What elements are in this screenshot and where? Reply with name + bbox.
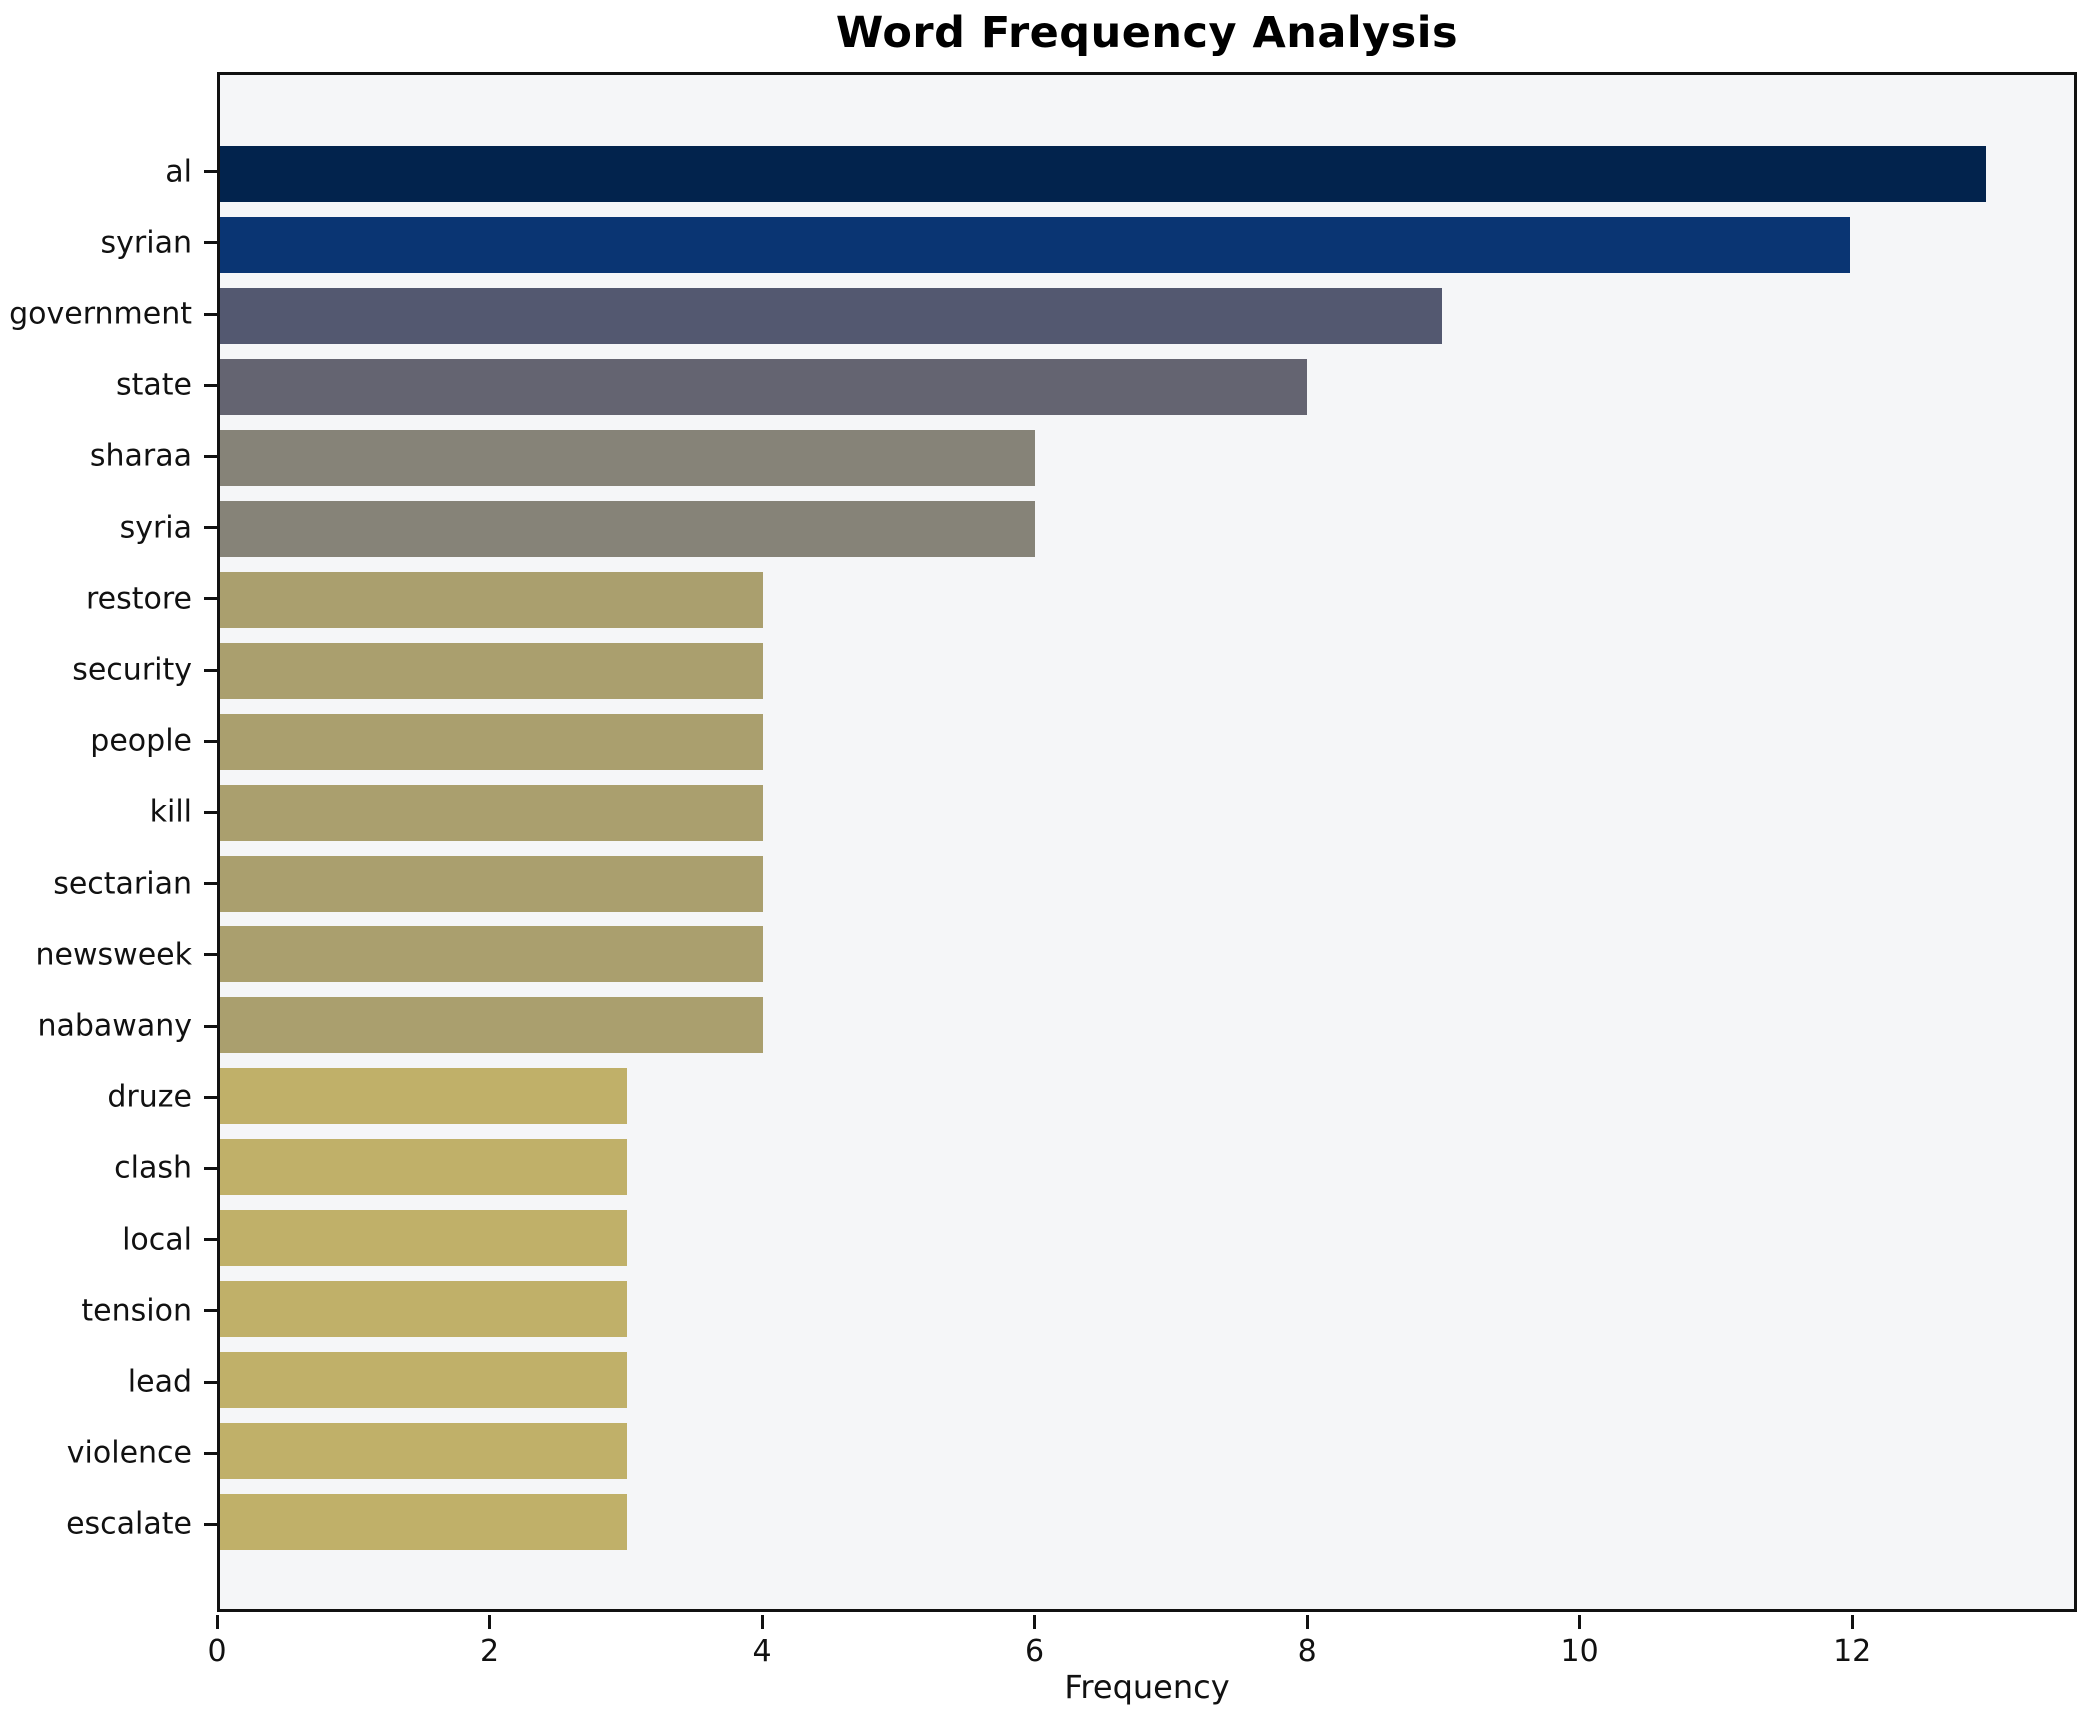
y-tick-tension <box>204 1309 217 1313</box>
y-tick-label-local: local <box>122 1222 192 1258</box>
x-tick-2 <box>488 1615 492 1629</box>
bar-restore <box>220 571 764 628</box>
x-tick-0 <box>215 1615 219 1629</box>
y-tick-label-druze: druze <box>107 1079 192 1115</box>
x-tick-8 <box>1305 1615 1309 1629</box>
bar-row-security <box>220 635 2074 706</box>
y-tick-lead <box>204 1380 217 1384</box>
bar-druze <box>220 1068 628 1125</box>
y-tick-label-nabawany: nabawany <box>37 1008 192 1044</box>
x-tick-label-2: 2 <box>479 1634 500 1669</box>
y-tick-label-al: al <box>165 154 192 190</box>
bar-newsweek <box>220 926 764 983</box>
y-tick-label-state: state <box>116 367 192 403</box>
bar-row-government <box>220 281 2074 352</box>
y-tick-sharaa <box>204 454 217 458</box>
y-tick-sectarian <box>204 882 217 886</box>
bar-syrian <box>220 217 1850 274</box>
x-tick-label-0: 0 <box>207 1634 227 1669</box>
x-tick-6 <box>1033 1615 1037 1629</box>
bar-escalate <box>220 1493 628 1550</box>
x-tick-label-12: 12 <box>1833 1634 1872 1669</box>
y-tick-druze <box>204 1095 217 1099</box>
x-tick-label-10: 10 <box>1560 1634 1599 1669</box>
bar-violence <box>220 1422 628 1479</box>
bar-row-tension <box>220 1274 2074 1345</box>
y-tick-syrian <box>204 241 217 245</box>
y-tick-people <box>204 739 217 743</box>
y-tick-label-clash: clash <box>114 1150 192 1186</box>
bar-al <box>220 146 1986 203</box>
bar-row-people <box>220 706 2074 777</box>
bar-security <box>220 642 764 699</box>
bar-nabawany <box>220 997 764 1054</box>
bar-row-clash <box>220 1132 2074 1203</box>
y-tick-label-tension: tension <box>81 1293 192 1329</box>
y-tick-newsweek <box>204 953 217 957</box>
y-tick-label-newsweek: newsweek <box>35 937 192 973</box>
x-tick-4 <box>760 1615 764 1629</box>
y-tick-local <box>204 1238 217 1242</box>
x-tick-label-4: 4 <box>752 1634 772 1669</box>
bar-row-druze <box>220 1061 2074 1132</box>
bar-row-syrian <box>220 210 2074 281</box>
y-tick-label-people: people <box>90 723 192 759</box>
y-tick-label-syria: syria <box>119 510 192 546</box>
bar-sharaa <box>220 430 1035 487</box>
y-tick-label-sharaa: sharaa <box>89 438 192 474</box>
y-tick-label-kill: kill <box>149 794 192 830</box>
bar-row-al <box>220 139 2074 210</box>
bar-row-syria <box>220 494 2074 565</box>
bar-row-state <box>220 352 2074 423</box>
bar-kill <box>220 784 764 841</box>
y-tick-label-security: security <box>72 652 192 688</box>
bar-row-kill <box>220 777 2074 848</box>
x-tick-10 <box>1578 1615 1582 1629</box>
bar-clash <box>220 1139 628 1196</box>
bar-row-restore <box>220 564 2074 635</box>
x-tick-12 <box>1850 1615 1854 1629</box>
y-tick-label-syrian: syrian <box>100 225 192 261</box>
x-axis-label: Frequency <box>1064 1668 1230 1706</box>
y-tick-label-lead: lead <box>127 1364 192 1400</box>
chart-title: Word Frequency Analysis <box>835 8 1459 58</box>
y-tick-security <box>204 668 217 672</box>
bar-people <box>220 713 764 770</box>
bar-row-nabawany <box>220 990 2074 1061</box>
y-tick-restore <box>204 597 217 601</box>
bar-syria <box>220 500 1035 557</box>
bar-state <box>220 359 1307 416</box>
bars-container <box>220 75 2074 1609</box>
bar-sectarian <box>220 855 764 912</box>
bar-row-newsweek <box>220 919 2074 990</box>
bar-tension <box>220 1280 628 1337</box>
y-tick-government <box>204 312 217 316</box>
bar-lead <box>220 1351 628 1408</box>
y-tick-nabawany <box>204 1024 217 1028</box>
y-tick-violence <box>204 1451 217 1455</box>
y-tick-label-sectarian: sectarian <box>53 866 192 902</box>
y-tick-label-violence: violence <box>66 1435 192 1471</box>
bar-row-escalate <box>220 1486 2074 1557</box>
bar-local <box>220 1210 628 1267</box>
y-tick-clash <box>204 1166 217 1170</box>
y-tick-label-restore: restore <box>85 581 192 617</box>
bar-row-lead <box>220 1344 2074 1415</box>
y-tick-syria <box>204 526 217 530</box>
y-tick-state <box>204 383 217 387</box>
bar-row-violence <box>220 1415 2074 1486</box>
y-tick-kill <box>204 810 217 814</box>
y-tick-label-government: government <box>9 296 192 332</box>
bar-row-local <box>220 1203 2074 1274</box>
y-tick-escalate <box>204 1522 217 1526</box>
x-tick-label-6: 6 <box>1025 1634 1045 1669</box>
y-tick-label-escalate: escalate <box>66 1506 192 1542</box>
bar-row-sectarian <box>220 848 2074 919</box>
x-tick-label-8: 8 <box>1297 1634 1317 1669</box>
plot-area <box>217 72 2077 1612</box>
y-tick-al <box>204 170 217 174</box>
bar-row-sharaa <box>220 423 2074 494</box>
bar-government <box>220 288 1443 345</box>
